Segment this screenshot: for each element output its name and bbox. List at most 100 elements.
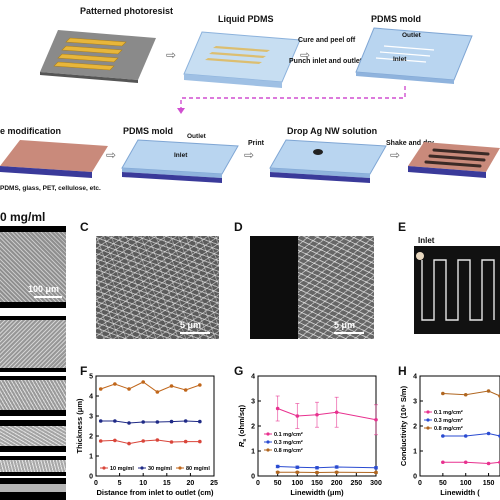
y-tick-label: 2 <box>251 424 255 431</box>
arrow-icon: ⇨ <box>244 148 255 162</box>
data-point <box>127 421 131 425</box>
drop-illustration <box>269 139 387 183</box>
legend-marker <box>266 448 270 452</box>
x-tick-label: 50 <box>274 480 282 487</box>
data-point <box>463 434 468 438</box>
mold-on-substrate-illustration <box>121 139 239 183</box>
data-point <box>295 414 300 418</box>
x-axis-label: Linewidth ( <box>440 488 480 497</box>
legend-marker <box>426 418 430 422</box>
label-drop-ag: Drop Ag NW solution <box>287 126 378 136</box>
y-tick-label: 3 <box>89 414 93 421</box>
data-point <box>374 470 378 475</box>
outlet-label-2: Outlet <box>187 133 206 140</box>
series-line <box>442 390 500 397</box>
sem-strip-3 <box>0 376 66 416</box>
legend-marker <box>426 410 430 414</box>
panel-letter-g: G <box>234 364 244 378</box>
substrates-note: PDMS, glass, PET, cellulose, etc. <box>0 185 101 192</box>
y-tick-label: 3 <box>251 399 255 406</box>
data-point <box>334 465 339 469</box>
printed-pattern-illustration <box>408 142 500 178</box>
data-point <box>441 460 445 465</box>
scalebar-c <box>180 332 210 334</box>
data-point <box>275 470 280 475</box>
data-point <box>295 470 300 475</box>
data-point <box>98 387 103 391</box>
arrow-icon: ⇨ <box>106 148 117 162</box>
data-point <box>127 387 131 391</box>
shake-dry-label: Shake and dry <box>386 140 434 147</box>
data-point <box>295 465 300 470</box>
sem-strip-6 <box>0 478 66 500</box>
y-tick-label: 5 <box>89 374 93 381</box>
y-label-subscript: s <box>242 439 248 442</box>
data-point <box>334 470 339 475</box>
y-tick-label: 3 <box>413 399 417 406</box>
left-panel-header: 0 mg/ml <box>0 210 46 224</box>
x-tick-label: 5 <box>118 480 122 487</box>
scalebar-d-label: 5 μm <box>334 320 356 330</box>
sem-strip-4 <box>0 420 66 452</box>
data-point <box>463 460 468 465</box>
series-line <box>442 432 500 437</box>
y-label-unit: (ohm/sq) <box>237 404 246 438</box>
legend-marker <box>140 466 144 470</box>
data-point <box>169 384 174 388</box>
x-tick-label: 25 <box>210 480 218 487</box>
data-point <box>155 420 160 424</box>
label-pdms-mold-2: PDMS mold <box>123 126 174 136</box>
scalebar-c-label: 5 μm <box>180 320 202 330</box>
e-inlet-label: Inlet <box>418 236 435 245</box>
x-tick-label: 0 <box>94 480 98 487</box>
data-point <box>169 419 174 424</box>
legend-label: 0.1 mg/cm² <box>274 431 303 438</box>
data-point <box>198 383 202 387</box>
cure-peel-label: Cure and peel off <box>298 37 356 44</box>
pdms-mold-illustration <box>355 27 473 84</box>
data-point <box>155 390 160 394</box>
sem-image-d: 5 μm <box>250 236 374 339</box>
x-tick-label: 0 <box>418 480 422 487</box>
series-line <box>100 381 201 393</box>
legend-label: 10 mg/ml <box>110 466 134 472</box>
series-line <box>100 420 200 424</box>
legend-label: 0.1 mg/cm² <box>434 409 463 416</box>
y-axis-label: Thickness (μm) <box>75 398 84 454</box>
panel-letter-f: F <box>80 364 88 378</box>
data-point <box>155 438 160 442</box>
data-point <box>141 420 145 424</box>
data-point <box>486 389 491 393</box>
arrow-icon: ⇨ <box>390 148 401 162</box>
label-liquid-pdms: Liquid PDMS <box>218 14 274 24</box>
legend-label: 0.8 mg/cm² <box>274 447 303 454</box>
liquid-pdms-illustration <box>183 31 301 88</box>
sem-strip-1: 100 μm <box>0 226 66 308</box>
chart-g: 0 50 100 150 200 250 300 0 1 2 3 4 Linewidth (μm) Rs … <box>237 374 382 498</box>
y-tick-label: 1 <box>251 449 255 456</box>
label-pdms-mold: PDMS mold <box>371 14 422 24</box>
x-tick-label: 50 <box>439 480 447 487</box>
series-line <box>277 466 377 469</box>
data-point <box>198 439 202 444</box>
label-patterned-photoresist: Patterned photoresist <box>80 6 174 16</box>
x-tick-label: 250 <box>350 480 362 487</box>
y-tick-label: 0 <box>89 474 93 481</box>
data-point <box>127 441 131 446</box>
panel-letter-e: E <box>398 220 407 234</box>
serpentine-channel <box>416 252 495 321</box>
x-axis-label: Distance from inlet to outlet (cm) <box>96 488 214 497</box>
y-tick-label: 2 <box>89 434 93 441</box>
y-tick-label: 1 <box>89 454 93 461</box>
legend-marker <box>266 432 270 436</box>
punch-label: Punch inlet and outlet <box>289 58 363 65</box>
data-point <box>113 382 117 386</box>
y-tick-label: 2 <box>413 424 417 431</box>
x-tick-label: 15 <box>163 480 171 487</box>
data-point <box>275 464 280 469</box>
x-tick-label: 10 <box>139 480 147 487</box>
data-point <box>374 417 378 422</box>
panel-letter-c: C <box>80 220 89 234</box>
data-point <box>169 440 174 444</box>
